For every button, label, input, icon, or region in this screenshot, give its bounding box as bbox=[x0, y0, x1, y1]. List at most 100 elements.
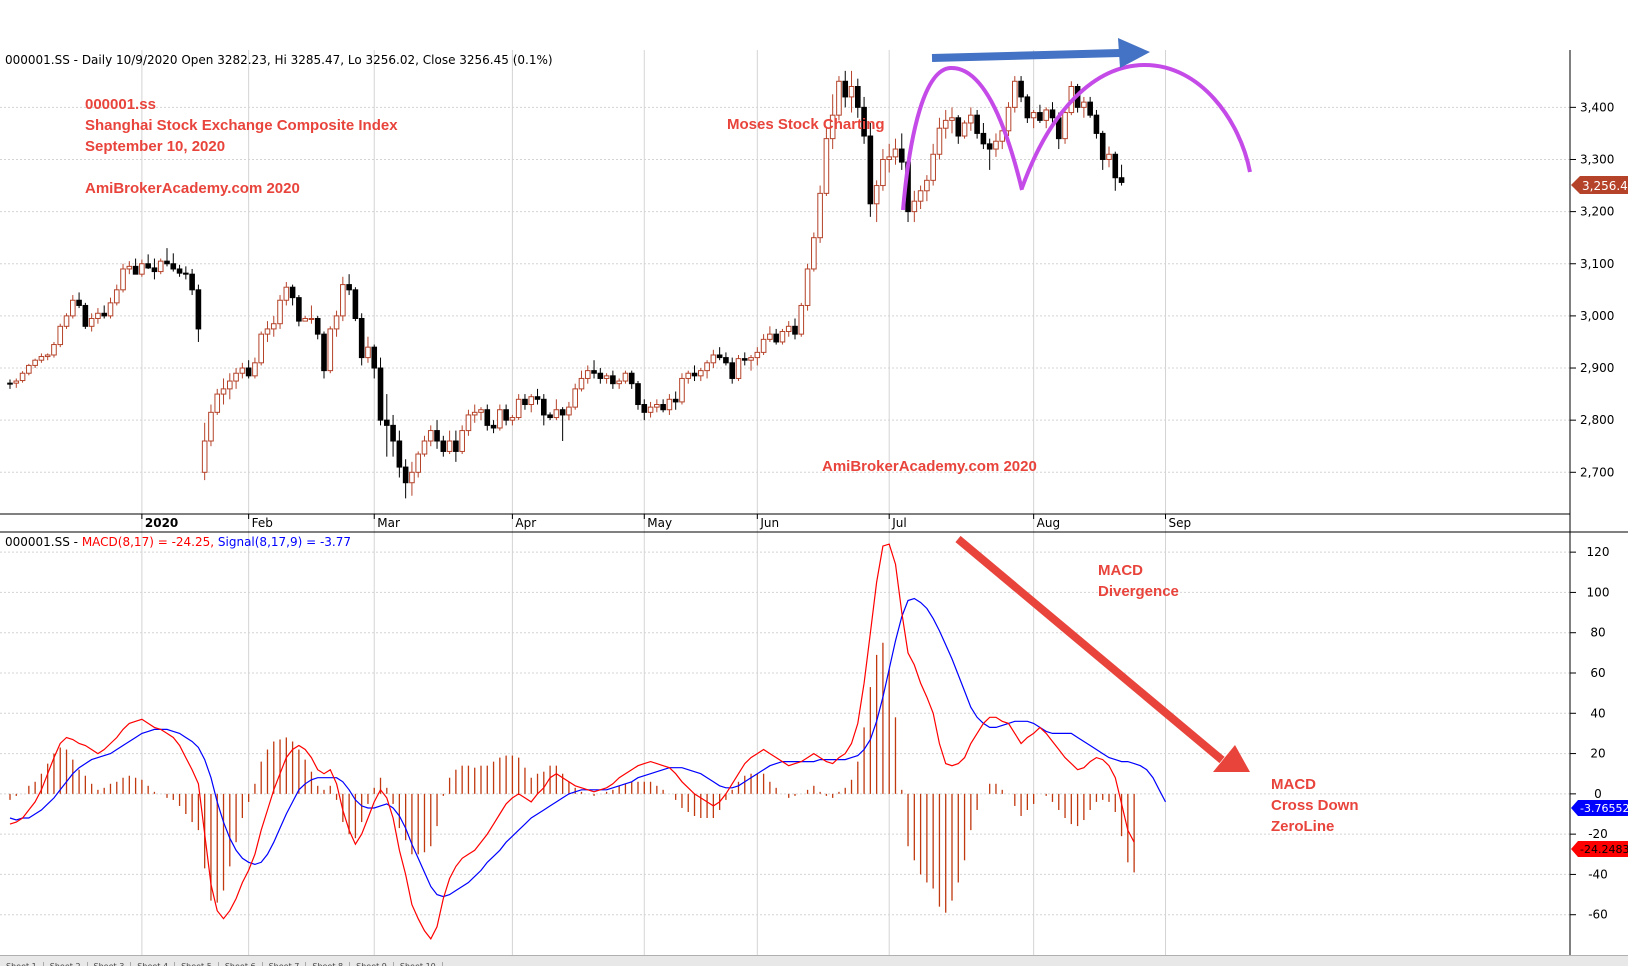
candle-body bbox=[1030, 112, 1037, 119]
candle-body bbox=[842, 80, 849, 98]
candle bbox=[898, 133, 905, 170]
candle bbox=[1049, 102, 1056, 123]
candle bbox=[861, 96, 867, 144]
signal-value-marker: -3.76552 bbox=[1571, 800, 1628, 816]
candle-body bbox=[7, 382, 13, 385]
candle-body bbox=[1087, 101, 1093, 116]
candle-body bbox=[942, 119, 949, 129]
candle bbox=[892, 138, 899, 165]
candle bbox=[126, 261, 133, 275]
candle-body bbox=[32, 359, 38, 366]
candle-body bbox=[157, 260, 164, 273]
candle-body bbox=[264, 328, 271, 335]
candle bbox=[704, 360, 710, 379]
candle-body bbox=[1005, 106, 1012, 132]
sheet-tab[interactable]: Sheet 9 bbox=[350, 962, 394, 966]
sheet-tab[interactable]: Sheet 6 bbox=[219, 962, 263, 966]
candle bbox=[227, 373, 233, 400]
candle-body bbox=[377, 367, 384, 421]
candle-body bbox=[691, 372, 698, 377]
candle-body bbox=[1062, 112, 1068, 140]
candle-body bbox=[1081, 101, 1087, 108]
candle bbox=[214, 388, 221, 415]
candle bbox=[986, 138, 993, 170]
candle bbox=[635, 381, 641, 410]
sheet-tab[interactable]: Sheet 4 bbox=[131, 962, 176, 966]
candle bbox=[270, 315, 277, 337]
candle-body bbox=[459, 430, 465, 452]
candle bbox=[44, 353, 51, 361]
candle-body bbox=[522, 398, 528, 406]
candle bbox=[578, 370, 585, 392]
candle bbox=[591, 360, 597, 379]
macd-tick-label: -40 bbox=[1588, 867, 1608, 881]
candle bbox=[572, 383, 579, 410]
candle-body bbox=[440, 440, 447, 452]
candle-body bbox=[201, 440, 208, 473]
candle bbox=[685, 370, 692, 384]
candle-body bbox=[1018, 80, 1024, 98]
candle-body bbox=[302, 317, 308, 322]
sheet-tab[interactable]: Sheet 10 bbox=[394, 962, 443, 966]
candle bbox=[654, 399, 660, 413]
candle-body bbox=[710, 354, 717, 364]
candle-body bbox=[107, 302, 114, 317]
candle-body bbox=[346, 284, 352, 291]
candle bbox=[183, 266, 189, 280]
sheet-tab[interactable]: Sheet 1 bbox=[0, 962, 44, 966]
candle bbox=[867, 122, 874, 217]
candle-body bbox=[283, 286, 290, 301]
sheet-tab[interactable]: Sheet 8 bbox=[306, 962, 351, 966]
candle-body bbox=[547, 414, 553, 419]
candle bbox=[1043, 107, 1050, 129]
candle-body bbox=[867, 135, 874, 205]
candle bbox=[911, 190, 918, 223]
candle-body bbox=[886, 156, 893, 160]
candle-body bbox=[880, 158, 886, 187]
candle bbox=[446, 430, 453, 455]
candle bbox=[930, 143, 936, 186]
sheet-tab[interactable]: Sheet 5 bbox=[175, 962, 219, 966]
candle bbox=[132, 258, 139, 275]
candle bbox=[459, 425, 465, 455]
macd-line bbox=[9, 543, 1135, 941]
price-tick-label: 3,200 bbox=[1580, 205, 1614, 219]
candle-body bbox=[252, 362, 258, 377]
macd-axis: -60 -40 -20 0 20 40 60 80 100 120 bbox=[1570, 545, 1609, 922]
sheet-tab[interactable]: Sheet 7 bbox=[263, 962, 307, 966]
candle bbox=[936, 117, 943, 160]
candle bbox=[1112, 151, 1119, 191]
candle bbox=[76, 292, 82, 309]
sheet-tab[interactable]: Sheet 3 bbox=[88, 962, 132, 966]
candle-body bbox=[553, 409, 560, 419]
candle-body bbox=[289, 286, 296, 299]
candle bbox=[170, 253, 177, 272]
candle bbox=[283, 282, 290, 306]
annotation-moses: Moses Stock Charting bbox=[727, 116, 885, 133]
candle-body bbox=[1024, 96, 1031, 119]
double-top-arc-left bbox=[901, 65, 1024, 211]
candle bbox=[993, 133, 999, 157]
candle-body bbox=[170, 263, 177, 270]
candle-body bbox=[19, 372, 26, 382]
candle-body bbox=[974, 114, 980, 134]
candle-body bbox=[829, 114, 836, 140]
candle-body bbox=[384, 419, 390, 426]
candle bbox=[421, 435, 428, 457]
candle bbox=[19, 371, 26, 383]
macd-lines bbox=[9, 543, 1167, 941]
candle bbox=[547, 412, 553, 421]
candle-body bbox=[176, 268, 183, 274]
candle-body bbox=[239, 367, 246, 374]
sheet-tab[interactable]: Sheet 2 bbox=[44, 962, 88, 966]
macd-value-marker: -24.2483 bbox=[1571, 841, 1628, 857]
candle bbox=[748, 354, 754, 371]
candle-body bbox=[836, 80, 842, 116]
macd-histogram bbox=[9, 642, 1135, 913]
candle-body bbox=[773, 333, 779, 343]
candle bbox=[296, 295, 302, 327]
candle bbox=[440, 435, 447, 457]
candle-body bbox=[961, 122, 968, 137]
candle-body bbox=[434, 430, 440, 442]
candle bbox=[1030, 109, 1037, 129]
